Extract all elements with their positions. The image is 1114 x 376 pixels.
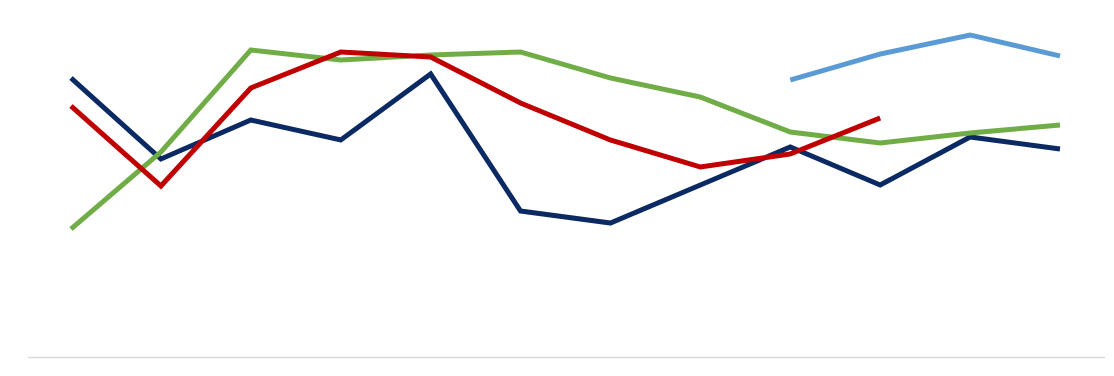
series-line — [69, 70, 1061, 226]
series-line — [69, 49, 882, 190]
series-line — [69, 47, 1061, 231]
series-line — [789, 32, 1061, 83]
